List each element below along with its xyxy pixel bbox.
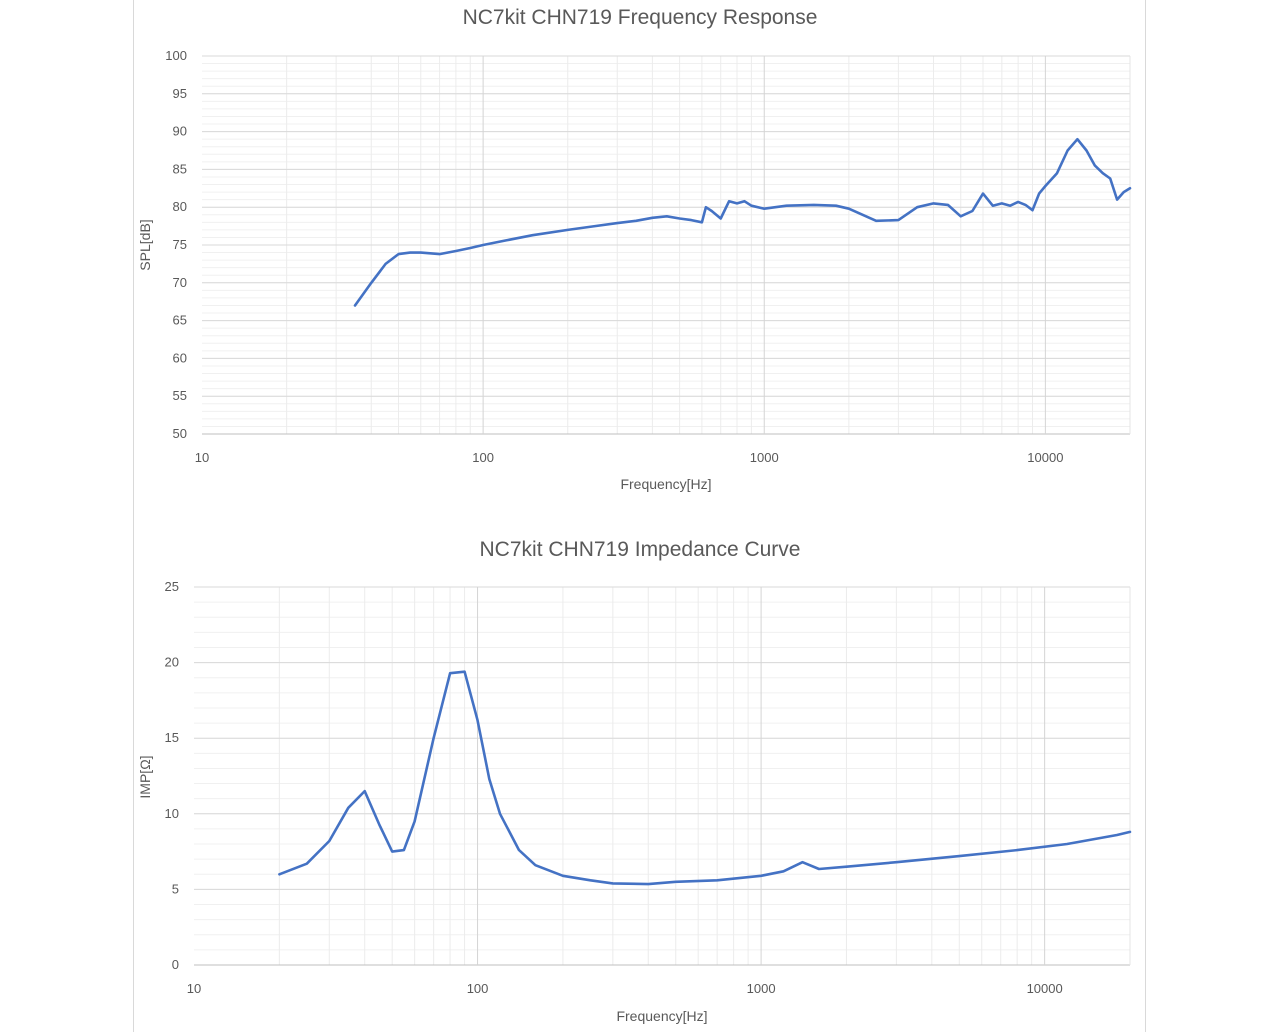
frequency-response-y-ticks: 100 95 90 85 80 75 70 65 60 55 50	[165, 48, 187, 441]
frequency-response-y-tick-label: 70	[173, 275, 187, 290]
impedance-curve-line	[278, 670, 1132, 886]
impedance-curve-y-tick-label: 0	[172, 957, 179, 972]
impedance-curve-chart: NC7kit CHN719 Impedance Curve 25 20 15 10 5 0…	[137, 538, 1132, 1024]
impedance-curve-y-tick-label: 15	[165, 730, 179, 745]
impedance-curve-x-axis-title: Frequency[Hz]	[616, 1008, 707, 1024]
impedance-curve-x-tick-label: 1000	[747, 981, 776, 996]
impedance-curve-grid	[194, 586, 1131, 966]
frequency-response-y-tick-label: 85	[173, 161, 187, 176]
frequency-response-x-tick-label: 1000	[750, 450, 779, 465]
impedance-curve-title: NC7kit CHN719 Impedance Curve	[480, 538, 801, 561]
impedance-curve-y-axis-title: IMP[Ω]	[137, 755, 153, 798]
frequency-response-y-tick-label: 95	[173, 86, 187, 101]
impedance-curve-y-tick-label: 5	[172, 881, 179, 896]
impedance-curve-x-tick-label: 100	[467, 981, 489, 996]
frequency-response-x-axis-title: Frequency[Hz]	[620, 476, 711, 492]
frequency-response-y-axis-title: SPL[dB]	[137, 219, 153, 270]
frequency-response-title: NC7kit CHN719 Frequency Response	[463, 6, 818, 29]
frequency-response-y-tick-label: 75	[173, 237, 187, 252]
frequency-response-y-tick-label: 55	[173, 388, 187, 403]
frequency-response-y-tick-label: 80	[173, 199, 187, 214]
frequency-response-x-tick-label: 10000	[1027, 450, 1063, 465]
frequency-response-y-tick-label: 50	[173, 426, 187, 441]
impedance-curve-y-tick-label: 25	[165, 579, 179, 594]
impedance-curve-y-tick-label: 10	[165, 806, 179, 821]
frequency-response-y-tick-label: 90	[173, 124, 187, 139]
page-frame	[133, 0, 1146, 1032]
impedance-curve-y-ticks: 25 20 15 10 5 0	[165, 579, 179, 972]
frequency-response-x-tick-label: 100	[472, 450, 494, 465]
frequency-response-y-tick-label: 60	[173, 350, 187, 365]
frequency-response-x-tick-label: 10	[195, 450, 209, 465]
frequency-response-grid	[202, 55, 1131, 435]
impedance-curve-x-tick-label: 10000	[1027, 981, 1063, 996]
frequency-response-line	[353, 137, 1132, 307]
frequency-response-chart: NC7kit CHN719 Frequency Response 100 95 90…	[137, 6, 1132, 492]
impedance-curve-x-tick-label: 10	[187, 981, 201, 996]
impedance-curve-y-tick-label: 20	[165, 655, 179, 670]
frequency-response-x-ticks: 10 100 1000 10000	[195, 450, 1064, 465]
impedance-curve-x-ticks: 10 100 1000 10000	[187, 981, 1063, 996]
frequency-response-y-tick-label: 100	[165, 48, 187, 63]
frequency-response-y-tick-label: 65	[173, 313, 187, 328]
